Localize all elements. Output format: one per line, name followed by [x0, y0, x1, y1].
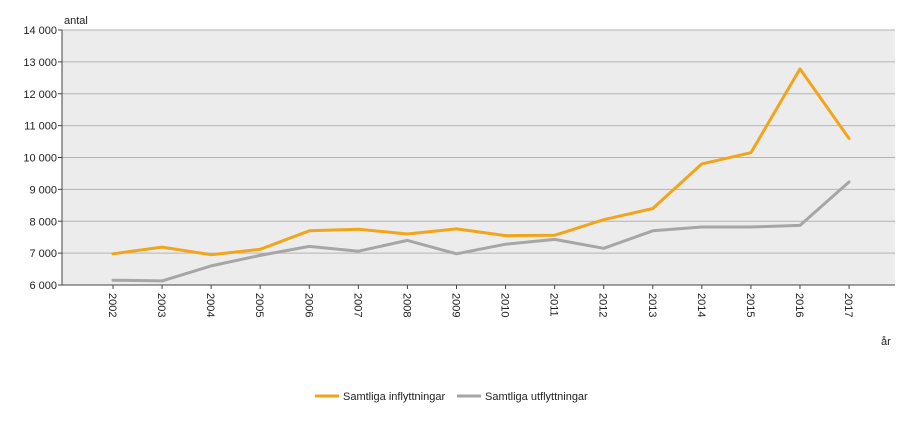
x-axis-label: år: [881, 336, 891, 348]
series-line: [111, 180, 851, 283]
x-tick-label: 2012: [597, 293, 609, 317]
x-tick-label: 2017: [842, 293, 854, 317]
x-tick-label: 2010: [499, 293, 511, 317]
x-tick-label: 2003: [155, 293, 167, 317]
x-tick-label: 2005: [253, 293, 265, 317]
x-tick-label: 2016: [793, 293, 805, 317]
y-tick-label: 13 000: [23, 57, 57, 69]
y-tick-label: 10 000: [23, 153, 57, 165]
y-axis-label: antal: [64, 15, 88, 27]
y-tick-label: 8 000: [29, 216, 57, 228]
x-tick-label: 2009: [449, 293, 461, 317]
axes: [61, 30, 895, 286]
y-tick-label: 14 000: [23, 25, 57, 37]
x-tick-label: 2011: [548, 293, 560, 317]
x-tick-label: 2008: [400, 293, 412, 317]
legend-label: Samtliga inflyttningar: [343, 391, 445, 403]
y-tick-label: 9 000: [29, 184, 57, 196]
legend-label: Samtliga utflyttningar: [485, 391, 588, 403]
y-tick-label: 6 000: [29, 280, 57, 292]
x-tick-label: 2004: [204, 293, 216, 317]
x-tick-labels: 2002 2003 2004 2005 2006 2007 2008 2009 2010 2011…: [106, 285, 854, 317]
y-tick-label: 7 000: [29, 248, 57, 260]
x-tick-label: 2002: [106, 293, 118, 317]
y-tick-label: 12 000: [23, 89, 57, 101]
x-tick-label: 2014: [695, 293, 707, 317]
y-tick-labels: 6 000 7 000 8 000 9 000 10 000 11 000 12 000 13…: [23, 25, 57, 292]
series-lines: [111, 67, 851, 283]
y-tick-label: 11 000: [24, 121, 57, 133]
x-tick-label: 2006: [302, 293, 314, 317]
x-tick-label: 2015: [744, 293, 756, 317]
series-line: [111, 67, 851, 257]
legend: Samtliga inflyttningar Samtliga utflyttni…: [315, 391, 588, 403]
x-tick-label: 2013: [646, 293, 658, 317]
x-tick-label: 2007: [351, 293, 363, 317]
